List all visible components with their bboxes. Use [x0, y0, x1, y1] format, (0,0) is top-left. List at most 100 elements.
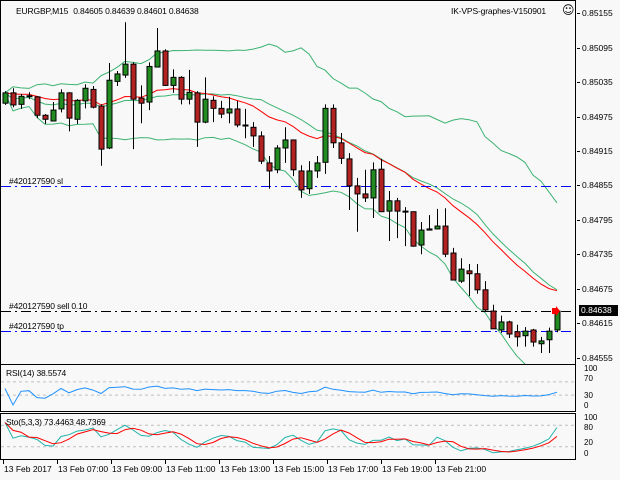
candle-body	[450, 252, 457, 281]
candle-body	[386, 200, 393, 212]
rsi-title: RSI(14) 38.5574	[6, 368, 67, 378]
candle-body	[362, 193, 369, 199]
candle-body	[58, 92, 65, 110]
candle-body	[154, 50, 161, 68]
candle-body	[402, 210, 409, 213]
price-chart-panel[interactable]: EURGBP,M15 0.84605 0.84639 0.84601 0.846…	[0, 0, 576, 365]
candle-body	[162, 50, 169, 86]
candle-body	[306, 170, 313, 190]
current-price-label: 0.84638	[579, 305, 618, 316]
bollinger-lower-line	[4, 92, 526, 364]
price-tick	[577, 151, 580, 152]
rsi-panel[interactable]: RSI(14) 38.5574	[0, 364, 576, 412]
price-tick-label: 0.84795	[582, 215, 613, 225]
candle-body	[146, 65, 153, 103]
rsi-level-0: 0	[584, 401, 589, 410]
price-tick	[577, 254, 580, 255]
candle-body	[2, 92, 9, 104]
price-tick	[577, 48, 580, 49]
rsi-level-100: 100	[584, 364, 598, 373]
price-tick	[577, 358, 580, 359]
server-name: IK-VPS-graphes-V150901	[451, 6, 546, 16]
time-tick	[327, 460, 328, 464]
candle-body	[426, 228, 433, 231]
candle-body	[42, 114, 49, 120]
candle-body	[202, 98, 209, 123]
time-tick-label: 13 Feb 15:00	[274, 464, 325, 474]
order-sl-label: #420127590 sl	[9, 175, 63, 186]
candle-body	[322, 107, 329, 163]
price-tick-label: 0.85155	[582, 8, 613, 18]
candle-body	[490, 310, 497, 330]
price-tick-label: 0.84975	[582, 112, 613, 122]
candle-body	[466, 270, 473, 275]
candle-body	[186, 91, 193, 100]
candle-body	[482, 289, 489, 311]
time-tick-label: 13 Feb 13:00	[220, 464, 271, 474]
sell-arrow-icon	[552, 306, 560, 317]
candle-body	[82, 87, 89, 102]
candle-body	[138, 97, 145, 104]
time-tick-label: 13 Feb 19:00	[382, 464, 433, 474]
price-tick	[577, 185, 580, 186]
candle-body	[506, 321, 513, 335]
chart-header: EURGBP,M15 0.84605 0.84639 0.84601 0.846…	[16, 6, 199, 16]
stochastic-signal-line	[4, 422, 558, 453]
stochastic-title: Sto(5,3,3) 73.4463 48.7369	[6, 417, 106, 427]
time-tick	[273, 460, 274, 464]
candle-body	[74, 99, 81, 120]
candle-body	[282, 139, 289, 149]
stochastic-panel[interactable]: Sto(5,3,3) 73.4463 48.7369	[0, 413, 576, 460]
time-tick	[435, 460, 436, 464]
time-tick	[111, 460, 112, 464]
candle-body	[26, 95, 33, 98]
candle-body	[274, 147, 281, 171]
candle-body	[226, 108, 233, 114]
candle-body	[114, 73, 121, 82]
candle-body	[106, 79, 113, 149]
time-tick	[3, 460, 4, 464]
candle-body	[370, 169, 377, 199]
price-tick-label: 0.84555	[582, 353, 613, 363]
symbol-timeframe: EURGBP,M15	[16, 6, 69, 16]
candle-body	[122, 63, 129, 76]
time-tick-label: 13 Feb 07:00	[58, 464, 109, 474]
candle-body	[250, 126, 257, 137]
candle-body	[394, 200, 401, 212]
price-tick	[577, 13, 580, 14]
candle-body	[458, 268, 465, 282]
rsi-line	[4, 385, 558, 407]
candle-body	[530, 329, 537, 343]
candle-body	[170, 76, 177, 86]
price-tick-label: 0.84615	[582, 318, 613, 328]
rsi-canvas	[1, 381, 575, 407]
moving-average-line	[4, 88, 558, 292]
candle-body	[234, 108, 241, 126]
order-tp-label: #420127590 tp	[9, 320, 64, 331]
time-tick	[381, 460, 382, 464]
candle-body	[18, 95, 25, 105]
smiley-face-icon: ☺	[562, 3, 575, 17]
candle-body	[354, 185, 361, 195]
time-tick-label: 13 Feb 2017	[4, 464, 52, 474]
candle-body	[34, 96, 41, 116]
ohlc-readout: 0.84605 0.84639 0.84601 0.84638	[73, 6, 199, 16]
sto-level-20: 20	[584, 438, 593, 447]
candle-body	[538, 340, 545, 345]
candle-body	[522, 330, 529, 337]
price-tick	[577, 117, 580, 118]
candle-body	[98, 105, 105, 150]
price-tick-label: 0.85035	[582, 77, 613, 87]
candle-body	[10, 92, 17, 106]
order-entry-label: #420127590 sell 0.10	[9, 300, 88, 311]
candle-body	[66, 92, 73, 119]
time-tick	[165, 460, 166, 464]
candle-body	[314, 162, 321, 172]
candle-body	[434, 225, 441, 230]
candle-body	[378, 168, 385, 213]
candle-body	[50, 109, 57, 122]
candle-body	[178, 76, 185, 100]
price-tick	[577, 323, 580, 324]
price-chart-canvas[interactable]	[1, 1, 575, 364]
candle-body	[474, 273, 481, 291]
